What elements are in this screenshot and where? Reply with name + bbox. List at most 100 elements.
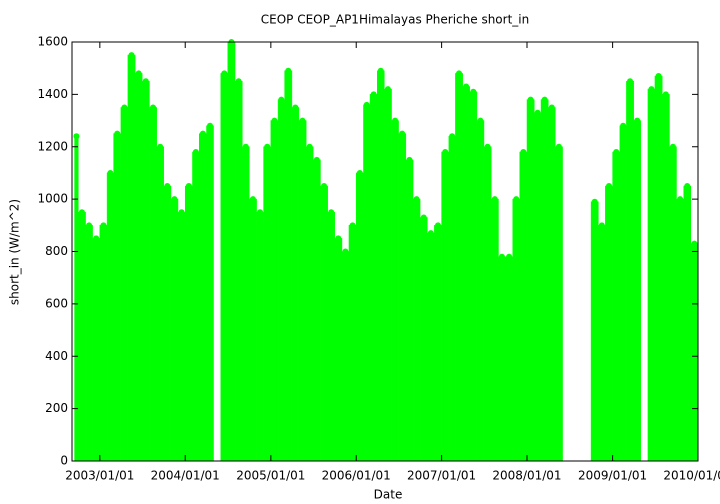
data-point — [463, 83, 470, 90]
data-point — [271, 117, 278, 124]
x-tick-label: 2008/01/01 — [492, 469, 561, 483]
data-column — [598, 225, 606, 462]
data-point — [477, 117, 484, 124]
data-point — [420, 214, 427, 221]
data-point — [235, 78, 242, 85]
data-column — [384, 88, 392, 462]
data-point — [192, 148, 199, 155]
data-column — [92, 238, 101, 462]
data-column — [141, 81, 150, 462]
data-point — [242, 143, 249, 150]
data-column — [661, 94, 670, 462]
data-column — [363, 104, 371, 462]
data-point — [498, 253, 505, 260]
data-point — [377, 67, 384, 74]
data-column — [455, 73, 463, 462]
data-column — [163, 185, 172, 462]
data-column — [469, 91, 478, 462]
data-column — [490, 198, 499, 462]
data-column — [74, 136, 79, 462]
data-point — [128, 52, 135, 59]
data-point — [299, 117, 306, 124]
y-tick-label: 1200 — [37, 139, 68, 153]
data-column — [498, 256, 506, 462]
data-column — [284, 70, 293, 462]
data-point — [605, 183, 612, 190]
data-point — [427, 230, 434, 237]
x-tick-label: 2003/01/01 — [65, 469, 134, 483]
data-column — [555, 146, 563, 462]
data-column — [619, 125, 627, 462]
data-column — [291, 107, 300, 462]
data-point — [306, 143, 313, 150]
data-point — [207, 122, 214, 129]
data-point — [555, 143, 562, 150]
data-column — [448, 136, 456, 462]
x-tick-label: 2010/01/01 — [663, 469, 720, 483]
data-column — [441, 151, 450, 462]
data-point — [328, 209, 335, 216]
data-point — [634, 117, 641, 124]
data-column — [427, 232, 435, 462]
data-column — [277, 99, 285, 462]
data-column — [505, 256, 513, 462]
data-column — [419, 217, 428, 462]
data-point — [534, 109, 541, 116]
data-point — [684, 183, 691, 190]
data-column — [483, 146, 492, 462]
data-column — [526, 99, 535, 462]
data-point — [292, 104, 299, 111]
data-column — [348, 225, 357, 462]
data-column — [234, 81, 243, 462]
data-point — [655, 73, 662, 80]
data-point — [121, 104, 128, 111]
data-column — [683, 185, 691, 462]
data-column — [519, 151, 528, 462]
plot-area — [73, 39, 699, 462]
data-point — [356, 169, 363, 176]
data-point — [86, 222, 93, 229]
data-point — [171, 196, 178, 203]
data-point — [484, 143, 491, 150]
data-point — [470, 88, 477, 95]
data-column — [633, 120, 641, 462]
data-point — [78, 209, 85, 216]
data-point — [142, 78, 149, 85]
data-column — [690, 243, 699, 462]
data-point — [669, 143, 676, 150]
data-column — [106, 172, 114, 462]
y-tick-label: 600 — [45, 296, 68, 310]
data-column — [305, 146, 314, 462]
data-column — [127, 54, 136, 462]
y-tick-label: 400 — [45, 349, 68, 363]
data-point — [591, 198, 598, 205]
data-column — [149, 107, 157, 462]
data-point — [613, 148, 620, 155]
data-column — [156, 146, 164, 462]
data-point — [548, 104, 555, 111]
data-point — [370, 91, 377, 98]
data-point — [449, 133, 456, 140]
data-point — [73, 133, 80, 140]
data-point — [363, 101, 370, 108]
data-column — [476, 120, 485, 462]
data-point — [541, 96, 548, 103]
data-column — [391, 120, 399, 462]
y-tick-label: 0 — [60, 454, 68, 468]
data-column — [134, 73, 143, 462]
data-column — [626, 81, 634, 462]
data-point — [285, 67, 292, 74]
x-tick-label: 2004/01/01 — [151, 469, 220, 483]
x-tick-label: 2007/01/01 — [407, 469, 476, 483]
data-point — [406, 156, 413, 163]
data-point — [257, 209, 264, 216]
data-column — [249, 198, 257, 462]
data-point — [264, 143, 271, 150]
data-column — [647, 88, 656, 462]
data-column — [312, 159, 321, 462]
data-point — [456, 70, 463, 77]
data-column — [184, 185, 193, 462]
data-point — [648, 86, 655, 93]
data-column — [298, 120, 307, 462]
